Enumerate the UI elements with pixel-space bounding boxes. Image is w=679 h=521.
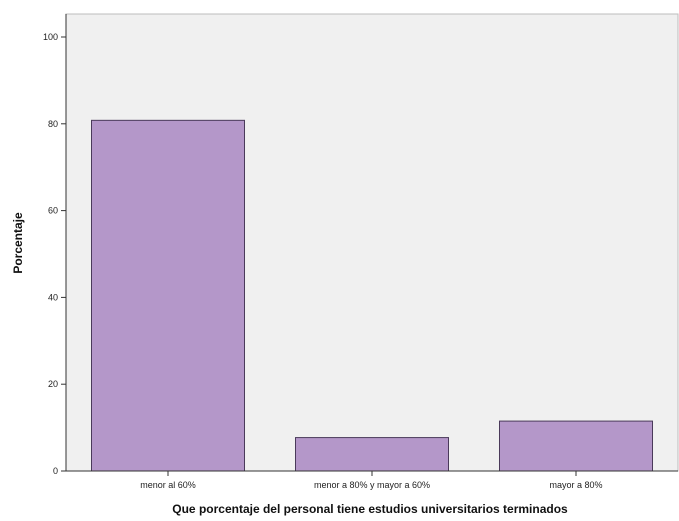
bar-2 xyxy=(295,437,449,472)
y-tick-label: 40 xyxy=(48,292,58,302)
bar-3 xyxy=(499,420,653,472)
bar-1 xyxy=(91,119,245,472)
x-axis-title: Que porcentaje del personal tiene estudi… xyxy=(172,502,568,516)
bar-group xyxy=(91,119,653,472)
y-tick-label: 80 xyxy=(48,119,58,129)
y-tick-label: 20 xyxy=(48,379,58,389)
x-axis: menor al 60% menor a 80% y mayor a 60% may… xyxy=(66,470,678,490)
y-tick-label: 0 xyxy=(53,466,58,476)
x-tick-label: mayor a 80% xyxy=(549,480,602,490)
y-tick-label: 60 xyxy=(48,206,58,216)
x-tick-label: menor al 60% xyxy=(140,480,196,490)
y-axis: 0 20 40 60 80 100 xyxy=(43,14,67,476)
x-tick-label: menor a 80% y mayor a 60% xyxy=(314,480,430,490)
y-tick-label: 100 xyxy=(43,32,58,42)
y-axis-title: Porcentaje xyxy=(11,212,25,274)
